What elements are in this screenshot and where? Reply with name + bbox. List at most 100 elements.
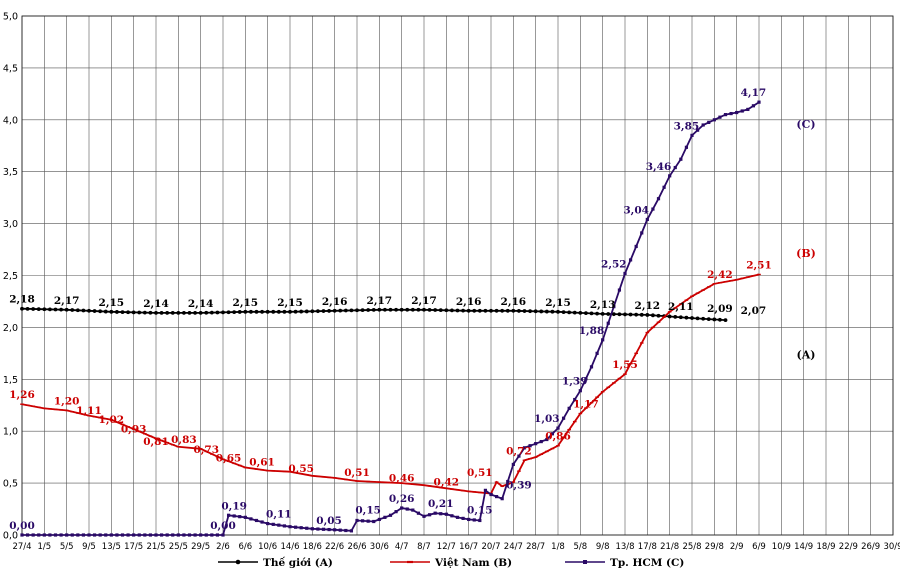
series-point-0 <box>712 317 717 322</box>
x-tick-label: 14/9 <box>794 542 813 552</box>
legend-label-2: Tp. HCM (C) <box>610 557 684 569</box>
series-point-2 <box>645 217 649 222</box>
series-point-2 <box>718 115 722 119</box>
data-label: 0,51 <box>467 467 493 479</box>
data-label: 0,11 <box>266 509 292 521</box>
series-point-2 <box>344 528 348 533</box>
series-point-2 <box>735 110 739 115</box>
x-tick-label: 24/7 <box>504 542 523 552</box>
data-label: 4,17 <box>741 87 767 99</box>
legend-marker-0 <box>235 559 241 565</box>
series-point-2 <box>115 533 119 537</box>
x-tick-label: 22/6 <box>325 542 344 552</box>
series-point-2 <box>70 533 74 537</box>
plot-border <box>21 15 894 536</box>
data-label: 1,17 <box>573 399 599 411</box>
series-point-0 <box>690 316 694 320</box>
x-tick-label: 2/9 <box>730 542 744 552</box>
series-point-0 <box>517 309 521 313</box>
series-point-2 <box>595 351 599 355</box>
series-point-2 <box>53 533 58 537</box>
legend-label-1: Việt Nam (B) <box>434 556 512 569</box>
series-point-2 <box>679 157 683 161</box>
series-point-0 <box>109 309 114 314</box>
series-point-0 <box>416 307 421 312</box>
series-point-0 <box>388 307 393 312</box>
series-tag-1: (B) <box>796 247 816 260</box>
series-point-2 <box>478 518 482 523</box>
series-point-0 <box>103 309 108 314</box>
series-point-0 <box>561 310 566 314</box>
series-point-2 <box>260 520 264 524</box>
series-point-0 <box>371 307 376 312</box>
series-point-2 <box>171 533 175 537</box>
data-label: 1,03 <box>534 413 560 425</box>
series-point-2 <box>500 497 504 501</box>
series-point-2 <box>288 525 292 529</box>
data-label: 0,65 <box>216 453 242 465</box>
series-point-0 <box>438 308 443 313</box>
series-point-2 <box>92 533 97 537</box>
x-tick-label: 30/9 <box>883 542 900 552</box>
series-point-2 <box>411 508 415 512</box>
series-point-0 <box>293 309 298 314</box>
series-point-0 <box>165 310 170 315</box>
data-label: 0,73 <box>193 444 219 456</box>
series-point-0 <box>544 309 549 314</box>
series-point-0 <box>623 312 627 317</box>
data-label: 0,15 <box>467 504 493 516</box>
series-point-0 <box>533 309 538 314</box>
legend: Thế giới (A) Việt Nam (B) Tp. HCM (C) <box>218 556 684 569</box>
series-point-0 <box>70 308 75 312</box>
series-point-2 <box>561 416 566 420</box>
series-point-0 <box>595 311 599 316</box>
series-point-0 <box>394 307 398 312</box>
series-point-2 <box>712 118 716 122</box>
series-point-0 <box>204 310 209 315</box>
series-point-0 <box>120 310 125 314</box>
series-point-0 <box>198 310 203 315</box>
series-point-2 <box>210 533 214 537</box>
series-point-2 <box>98 533 102 537</box>
series-point-0 <box>701 316 706 321</box>
series-point-2 <box>266 521 270 526</box>
series-point-0 <box>539 309 544 314</box>
series-point-2 <box>20 533 24 537</box>
data-label: 2,07 <box>741 305 767 317</box>
data-label: 2,12 <box>635 300 661 312</box>
series-point-2 <box>628 258 633 262</box>
series-point-2 <box>746 107 750 112</box>
x-tick-label: 6/9 <box>752 542 766 552</box>
series-point-0 <box>288 309 292 314</box>
x-tick-label: 4/7 <box>395 542 409 552</box>
series-point-2 <box>215 533 220 537</box>
x-tick-label: 17/8 <box>638 542 657 552</box>
series-point-0 <box>556 309 560 314</box>
y-tick-label: 1,0 <box>3 427 18 438</box>
series-point-0 <box>338 308 343 313</box>
x-tick-label: 13/8 <box>615 542 634 552</box>
series-point-0 <box>170 310 175 315</box>
data-label: 2,15 <box>233 297 259 309</box>
data-label: 2,17 <box>411 295 437 307</box>
y-tick-label: 2,0 <box>3 323 18 334</box>
series-point-2 <box>405 507 409 511</box>
data-label: 0,55 <box>288 463 314 475</box>
series-point-0 <box>405 307 410 312</box>
series-point-2 <box>187 533 192 537</box>
series-point-0 <box>64 307 69 312</box>
series-point-0 <box>148 310 153 315</box>
series-point-2 <box>282 524 287 528</box>
x-tick-label: 18/6 <box>303 542 322 552</box>
data-label: 0,51 <box>344 467 370 479</box>
series-point-2 <box>589 365 594 369</box>
series-point-0 <box>667 314 672 319</box>
series-point-0 <box>600 312 605 316</box>
data-label: 2,14 <box>143 298 169 310</box>
data-label: 1,11 <box>76 405 102 417</box>
series-point-2 <box>42 533 46 537</box>
series-point-2 <box>623 271 627 276</box>
data-label: 0,19 <box>221 500 247 512</box>
x-tick-label: 21/8 <box>660 542 679 552</box>
